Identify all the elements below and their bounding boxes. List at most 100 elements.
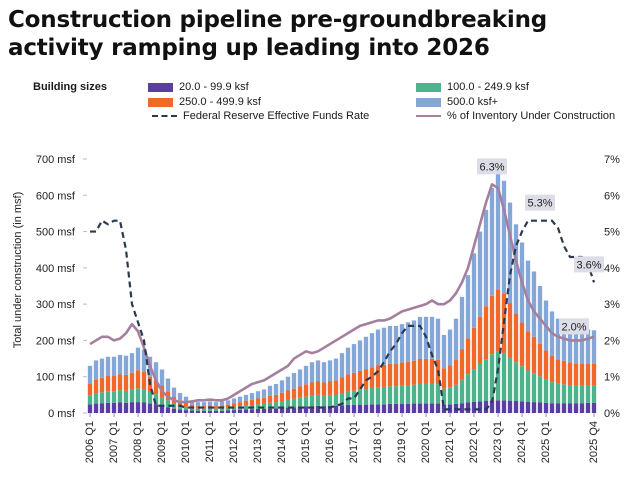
bar-segment	[435, 384, 441, 404]
bar-segment	[129, 402, 135, 413]
bar-segment	[531, 373, 537, 403]
bar-segment	[447, 387, 453, 405]
bar-segment	[429, 403, 435, 413]
bar-segment	[321, 362, 327, 383]
bar-segment	[177, 405, 183, 410]
bar-segment	[93, 393, 99, 404]
bar-segment	[591, 385, 597, 403]
bar-segment	[591, 402, 597, 413]
bar-segment	[213, 410, 219, 413]
bar-segment	[405, 361, 411, 386]
bar-segment	[399, 362, 405, 386]
bar-segment	[483, 359, 489, 402]
bar-segment	[531, 402, 537, 413]
bar-segment	[159, 369, 165, 386]
bar-segment	[591, 364, 597, 386]
bar-segment	[591, 330, 597, 365]
bar-segment	[129, 353, 135, 373]
annotation-box	[525, 194, 555, 211]
bar-segment	[93, 360, 99, 380]
legend-item-pct-inventory: % of Inventory Under Construction	[416, 110, 615, 122]
bar-segment	[357, 389, 363, 405]
bar-segment	[411, 384, 417, 404]
x-tick-label: 2024 Q1	[516, 421, 528, 463]
bar-segment	[495, 400, 501, 413]
bar-segment	[147, 403, 153, 413]
annotation-label: 6.3%	[479, 161, 504, 173]
y2-tick-label: 3%	[604, 299, 620, 311]
bar-segment	[285, 376, 291, 391]
bar-segment	[369, 333, 375, 368]
bar-segment	[411, 320, 417, 361]
y2-tick-label: 4%	[604, 263, 620, 275]
annotations: 6.3% 5.3% 3.6% 2.0%	[477, 158, 604, 335]
bar-segment	[267, 385, 273, 396]
x-tick-label: 2025 Q4	[588, 421, 600, 463]
bar-segment	[315, 394, 321, 406]
bar-segment	[273, 394, 279, 403]
bar-segment	[183, 402, 189, 407]
bar-segment	[585, 329, 591, 364]
bar-segment	[309, 382, 315, 396]
bar-segment	[87, 395, 93, 405]
y-tick-label: 200 msf	[36, 335, 76, 347]
bar-segment	[177, 409, 183, 413]
bar-segment	[213, 406, 219, 409]
bar-segment	[123, 355, 129, 375]
bar-segment	[99, 392, 105, 404]
bar-segment	[387, 363, 393, 387]
bar-segment	[477, 231, 483, 317]
bar-segment	[105, 402, 111, 413]
x-tick-label: 2020 Q1	[420, 421, 432, 463]
bar-segment	[465, 275, 471, 339]
bar-segment	[297, 397, 303, 407]
bar-segment	[585, 385, 591, 403]
bar-segment	[213, 408, 219, 411]
bar-segment	[519, 401, 525, 413]
bar-segment	[543, 379, 549, 403]
bar-segment	[189, 407, 195, 411]
bar-segment	[303, 396, 309, 407]
bar-segment	[291, 388, 297, 399]
bar-segment	[573, 385, 579, 404]
bar-segment	[513, 224, 519, 314]
bar-segment	[93, 403, 99, 413]
bar-segment	[195, 406, 201, 409]
legend-swatch-fed-rate	[152, 115, 177, 117]
bar-segment	[141, 371, 147, 390]
annotation-label: 3.6%	[576, 259, 601, 271]
bar-segment	[315, 405, 321, 413]
bar-segment	[537, 402, 543, 413]
bar-segment	[195, 410, 201, 413]
legend-label-pct-inventory: % of Inventory Under Construction	[447, 110, 616, 122]
bar-segment	[129, 372, 135, 390]
bar-segment	[585, 363, 591, 386]
bar-segment	[345, 405, 351, 413]
bar-segment	[141, 349, 147, 372]
bar-segment	[471, 369, 477, 402]
bar-segment	[111, 375, 117, 392]
bar-segment	[237, 396, 243, 403]
bar-segment	[225, 407, 231, 411]
bar-segment	[363, 336, 369, 370]
x-tick-label: 2008 Q1	[132, 421, 144, 463]
bar-segment	[465, 402, 471, 413]
bar-segment	[315, 360, 321, 382]
bar-segment	[219, 401, 225, 406]
bar-segment	[87, 404, 93, 413]
legend-swatch-large	[148, 97, 173, 107]
bar-segment	[459, 296, 465, 350]
bar-segment	[507, 202, 513, 304]
x-tick-label: 2007 Q1	[108, 421, 120, 463]
bar-segment	[279, 380, 285, 393]
bar-segment	[261, 389, 267, 398]
bar-segment	[273, 383, 279, 395]
bar-segment	[543, 402, 549, 413]
bar-segment	[447, 329, 453, 366]
bar-segment	[471, 327, 477, 370]
bar-segment	[477, 364, 483, 402]
bar-segment	[417, 383, 423, 404]
x-tick-label: 2018 Q1	[372, 421, 384, 463]
bar-segment	[459, 349, 465, 380]
bar-segment	[279, 401, 285, 408]
